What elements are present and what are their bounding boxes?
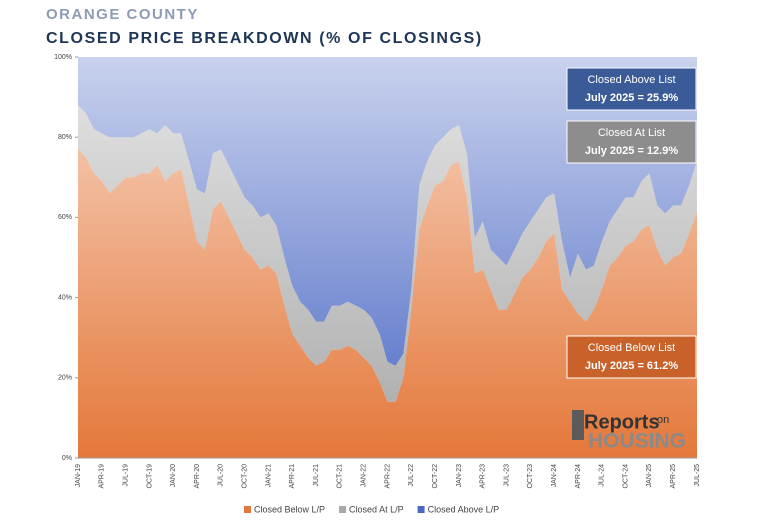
x-tick-label: JAN-19 [75, 464, 82, 487]
y-tick-label: 40% [58, 294, 72, 301]
annotation-box [566, 67, 697, 111]
x-tick-label: JUL-25 [694, 464, 701, 487]
x-tick-label: APR-19 [99, 464, 106, 489]
x-tick-label: APR-21 [289, 464, 296, 489]
legend-swatch [417, 506, 425, 513]
x-tick-label: JUL-24 [599, 464, 606, 487]
legend: Closed Below L/P Closed At L/P Closed Abov… [244, 504, 499, 514]
x-tick-label: OCT-23 [527, 464, 534, 489]
x-tick-label: JUL-21 [313, 464, 320, 487]
x-tick-label: JAN-22 [361, 464, 368, 487]
x-tick-label: OCT-22 [432, 464, 439, 489]
x-tick-label: JUL-23 [503, 464, 510, 487]
x-tick-label: OCT-19 [146, 464, 153, 489]
chart-title: ORANGE COUNTY [46, 6, 199, 23]
x-tick-label: JAN-24 [551, 464, 558, 487]
annotation-box [566, 120, 697, 164]
x-tick-label: APR-22 [384, 464, 391, 489]
legend-swatch [244, 506, 251, 513]
area [78, 105, 697, 402]
legend-label: Closed At L/P [349, 504, 404, 514]
x-tick-label: JUL-19 [122, 464, 129, 487]
annotation-text: July 2025 = 12.9% [585, 145, 678, 157]
x-tick-label: APR-20 [194, 464, 201, 489]
x-tick-label: OCT-21 [337, 464, 344, 489]
x-tick-label: OCT-24 [622, 464, 629, 489]
x-tick-label: JAN-23 [456, 464, 463, 487]
legend-label: Closed Above L/P [428, 504, 500, 514]
x-tick-label: APR-25 [670, 464, 677, 489]
annotations: Closed Above List July 2025 = 25.9% Closed… [566, 67, 697, 379]
legend-swatch [339, 506, 347, 513]
y-tick-label: 20% [58, 375, 72, 382]
x-tick-label: JAN-25 [646, 464, 653, 487]
x-tick-label: JUL-20 [218, 464, 225, 487]
area [78, 57, 697, 366]
x-tick-label: JAN-20 [170, 464, 177, 487]
y-tick-label: 100% [54, 54, 72, 61]
annotation-text: Closed At List [598, 127, 665, 139]
y-tick-label: 0% [62, 455, 72, 462]
logo: Reports on HOUSING [572, 410, 686, 453]
area [78, 149, 697, 459]
logo-word: Reports [584, 411, 660, 433]
logo-small: on [657, 414, 669, 426]
annotation-box [566, 335, 697, 379]
legend-label: Closed Below L/P [254, 504, 325, 514]
annotation-text: Closed Below List [588, 342, 675, 354]
x-tick-label: APR-23 [480, 464, 487, 489]
plot: 0% 20% 40% 60% 80% 100% JAN-19 APR-19 JUL-19 OCT-… [54, 54, 701, 489]
logo-big: HOUSING [588, 430, 686, 453]
x-tick-label: JAN-21 [265, 464, 272, 487]
logo-icon [572, 410, 584, 440]
x-tick-label: OCT-20 [241, 464, 248, 489]
x-tick-label: APR-24 [575, 464, 582, 489]
annotation-text: July 2025 = 61.2% [585, 360, 678, 372]
y-tick-label: 60% [58, 214, 72, 221]
annotation-text: Closed Above List [587, 74, 675, 86]
annotation-text: July 2025 = 25.9% [585, 92, 678, 104]
chart-subtitle: CLOSED PRICE BREAKDOWN (% OF CLOSINGS) [46, 30, 483, 47]
x-tick-label: JUL-22 [408, 464, 415, 487]
y-tick-label: 80% [58, 134, 72, 141]
